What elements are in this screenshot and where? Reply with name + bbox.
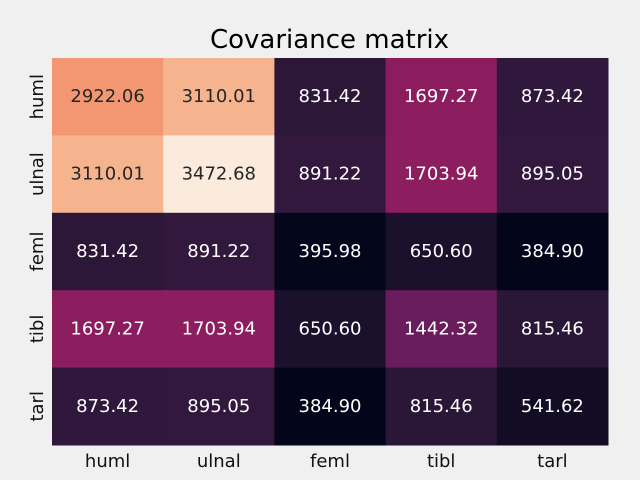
cell-value-label: 3472.68 bbox=[182, 164, 256, 185]
cell-value-label: 895.05 bbox=[521, 164, 584, 185]
cell-value-label: 3110.01 bbox=[182, 86, 256, 107]
x-tick-label-huml: huml bbox=[85, 451, 130, 472]
heatmap-cell-ulnal-tibl bbox=[385, 135, 498, 214]
cell-value-label: 873.42 bbox=[76, 396, 139, 417]
heatmap-cell-feml-feml bbox=[274, 212, 387, 291]
cell-value-label: 1703.94 bbox=[182, 318, 256, 339]
cell-value-label: 873.42 bbox=[521, 86, 584, 107]
cell-value-label: 541.62 bbox=[521, 396, 584, 417]
heatmap-cell-tarl-feml bbox=[274, 367, 387, 446]
y-tick-label-huml: huml bbox=[27, 74, 48, 119]
cell-value-label: 891.22 bbox=[299, 164, 362, 185]
x-tick-label-tarl: tarl bbox=[537, 451, 568, 472]
heatmap-cell-tibl-feml bbox=[274, 290, 387, 369]
heatmap-cell-tarl-ulnal bbox=[163, 367, 275, 446]
cell-value-label: 1703.94 bbox=[404, 164, 478, 185]
heatmap-cell-ulnal-ulnal bbox=[163, 135, 275, 214]
heatmap-cell-feml-huml bbox=[52, 212, 164, 291]
heatmap-cell-tibl-huml bbox=[52, 290, 164, 369]
y-tick-label-tibl: tibl bbox=[27, 315, 48, 344]
cell-value-label: 815.46 bbox=[521, 318, 584, 339]
x-tick-label-tibl: tibl bbox=[427, 451, 456, 472]
heatmap-cell-huml-tarl bbox=[496, 58, 609, 136]
y-tick-label-feml: feml bbox=[27, 232, 48, 272]
cell-value-label: 2922.06 bbox=[70, 86, 144, 107]
heatmap-cell-ulnal-huml bbox=[52, 135, 164, 214]
heatmap-cell-huml-huml bbox=[52, 58, 164, 136]
cell-value-label: 395.98 bbox=[299, 241, 362, 262]
heatmap-cell-huml-ulnal bbox=[163, 58, 275, 136]
heatmap-cell-huml-feml bbox=[274, 58, 387, 136]
cell-value-label: 3110.01 bbox=[70, 164, 144, 185]
cell-value-label: 831.42 bbox=[299, 86, 362, 107]
x-tick-labels: huml ulnal feml tibl tarl bbox=[85, 451, 568, 472]
heatmap-cell-ulnal-feml bbox=[274, 135, 387, 214]
cell-value-label: 815.46 bbox=[410, 396, 473, 417]
cell-value-label: 895.05 bbox=[187, 396, 250, 417]
heatmap-cell-feml-tibl bbox=[385, 212, 498, 291]
cell-value-label: 650.60 bbox=[410, 241, 473, 262]
y-tick-label-ulnal: ulnal bbox=[27, 152, 48, 196]
chart-title: Covariance matrix bbox=[210, 25, 449, 55]
cell-value-label: 384.90 bbox=[521, 241, 584, 262]
heatmap-cell-tibl-ulnal bbox=[163, 290, 275, 369]
cell-value-label: 1697.27 bbox=[404, 86, 478, 107]
heatmap-cell-ulnal-tarl bbox=[496, 135, 609, 214]
y-tick-labels: huml ulnal feml tibl tarl bbox=[27, 74, 48, 422]
heatmap-cell-tibl-tibl bbox=[385, 290, 498, 369]
heatmap-cell-tarl-huml bbox=[52, 367, 164, 446]
x-tick-label-ulnal: ulnal bbox=[197, 451, 241, 472]
cell-value-label: 384.90 bbox=[299, 396, 362, 417]
heatmap-cell-feml-ulnal bbox=[163, 212, 275, 291]
x-tick-label-feml: feml bbox=[310, 451, 350, 472]
cell-value-label: 831.42 bbox=[76, 241, 139, 262]
heatmap-cell-tibl-tarl bbox=[496, 290, 609, 369]
y-tick-label-tarl: tarl bbox=[27, 391, 48, 422]
cell-value-label: 650.60 bbox=[299, 318, 362, 339]
heatmap-cell-tarl-tibl bbox=[385, 367, 498, 446]
cell-value-label: 1442.32 bbox=[404, 318, 478, 339]
heatmap-cell-tarl-tarl bbox=[496, 367, 609, 446]
heatmap-cell-feml-tarl bbox=[496, 212, 609, 291]
heatmap-cell-huml-tibl bbox=[385, 58, 498, 136]
cell-value-label: 891.22 bbox=[187, 241, 250, 262]
cell-value-label: 1697.27 bbox=[70, 318, 144, 339]
heatmap-cells: 2922.06 3110.01 831.42 1697.27 873.42 3110.01… bbox=[52, 58, 609, 446]
